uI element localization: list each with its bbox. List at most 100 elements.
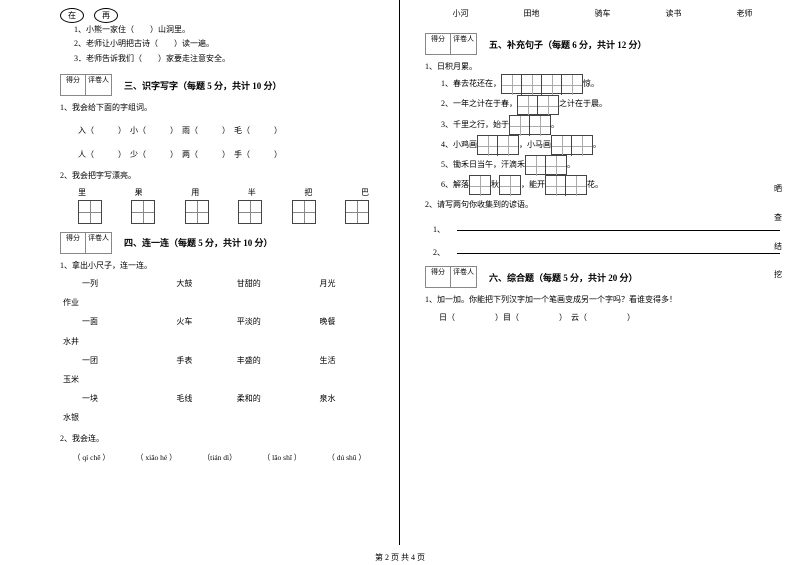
rc-0: 晒 bbox=[774, 175, 782, 204]
word-3: 读书 bbox=[666, 8, 682, 19]
score-box-5: 得分 评卷人 bbox=[425, 33, 477, 55]
q5-0: 1、日积月累。 bbox=[425, 59, 780, 74]
rc-2: 结 bbox=[774, 233, 782, 262]
q3-1-line-a: 入（ ） 小（ ） 雨（ ） 毛（ ） bbox=[60, 117, 379, 138]
tian-box[interactable] bbox=[78, 200, 102, 224]
pinyin-1: （ xiǎo hé ） bbox=[136, 452, 177, 463]
section3-title: 三、识字写字（每题 5 分，共计 10 分） bbox=[124, 73, 282, 92]
table-row: 水银 bbox=[62, 409, 377, 426]
section5-title: 五、补充句子（每题 6 分，共计 12 分） bbox=[489, 32, 647, 51]
grader-label: 评卷人 bbox=[451, 33, 477, 55]
fill-line: 4、小鸡画，小马画。 bbox=[425, 135, 780, 155]
table-row: 玉米 bbox=[62, 371, 377, 388]
q5-2: 2、请写两句你收集到的谚语。 bbox=[425, 197, 780, 212]
char-5: 巴 bbox=[361, 187, 369, 198]
char-1: 果 bbox=[135, 187, 143, 198]
page-footer: 第 2 页 共 4 页 bbox=[0, 552, 800, 563]
rc-3: 挖 bbox=[774, 261, 782, 290]
tian-group[interactable] bbox=[501, 74, 583, 94]
char-2: 用 bbox=[191, 187, 199, 198]
right-column: 小河 田地 骑车 读书 老师 得分 评卷人 五、补充句子（每题 6 分，共计 1… bbox=[400, 0, 800, 545]
line-label-1: 1、 bbox=[425, 224, 445, 235]
pinyin-2: （tián dì） bbox=[203, 452, 237, 463]
tian-box[interactable] bbox=[238, 200, 262, 224]
grader-label: 评卷人 bbox=[86, 74, 112, 96]
grader-label: 评卷人 bbox=[451, 266, 477, 288]
fill-line: 5、锄禾日当午，汗滴禾。 bbox=[425, 155, 780, 175]
fill-line: 2、一年之计在于春，之计在于晨。 bbox=[425, 94, 780, 114]
word-2: 骑车 bbox=[595, 8, 611, 19]
score-label: 得分 bbox=[425, 266, 451, 288]
fill-container: 1、春去花还在，惊。2、一年之计在于春，之计在于晨。3、千里之行，始于。4、小鸡… bbox=[425, 74, 780, 195]
grader-label: 评卷人 bbox=[86, 232, 112, 254]
pinyin-0: （ qí chē ） bbox=[73, 452, 110, 463]
tian-group[interactable] bbox=[551, 135, 593, 155]
tian-group[interactable] bbox=[469, 175, 491, 195]
sent-3: 3．老师告诉我们（ ）家要走注意安全。 bbox=[74, 52, 379, 66]
top-word-row: 小河 田地 骑车 读书 老师 bbox=[425, 8, 780, 25]
char-0: 里 bbox=[78, 187, 86, 198]
tian-box[interactable] bbox=[345, 200, 369, 224]
tian-group[interactable] bbox=[477, 135, 519, 155]
table-row: 一块 毛线 柔和的 泉水 bbox=[62, 390, 377, 407]
table-row: 一团 手表 丰盛的 生活 bbox=[62, 352, 377, 369]
q3-1: 1、我会给下面的字组词。 bbox=[60, 100, 379, 115]
q3-2: 2、我会把字写漂亮。 bbox=[60, 164, 379, 183]
section4-title: 四、连一连（每题 5 分，共计 10 分） bbox=[124, 230, 273, 249]
table-row: 一面 火车 平淡的 晚餐 bbox=[62, 313, 377, 330]
table-row: 作业 bbox=[62, 294, 377, 311]
lian-table: 一列 大鼓 甘甜的 月光 作业 一面 火车 平淡的 晚餐 水井 一团 手表 丰盛… bbox=[60, 273, 379, 429]
pinyin-row: （ qí chē ） （ xiǎo hé ） （tián dì） （ lǎo s… bbox=[60, 446, 379, 469]
tian-box[interactable] bbox=[292, 200, 316, 224]
right-edge-chars: 晒 查 结 挖 bbox=[774, 175, 782, 290]
sent-1: 1、小熊一家住（ ）山洞里。 bbox=[74, 23, 379, 37]
word-1: 田地 bbox=[524, 8, 540, 19]
line-label-2: 2、 bbox=[425, 247, 445, 258]
section3-header: 得分 评卷人 三、识字写字（每题 5 分，共计 10 分） bbox=[60, 66, 379, 98]
word-0: 小河 bbox=[453, 8, 469, 19]
tian-row bbox=[60, 200, 379, 224]
q6-1: 1、加一加。你能把下列汉字加一个笔画变成另一个字吗？看谁变得多！ bbox=[425, 292, 780, 307]
q4-1: 1、拿出小尺子，连一连。 bbox=[60, 258, 379, 273]
q4-2: 2、我会连。 bbox=[60, 431, 379, 446]
blank-line-1[interactable] bbox=[457, 216, 780, 231]
oval-row: 在 再 bbox=[60, 8, 379, 23]
tian-group[interactable] bbox=[499, 175, 521, 195]
fill-line: 1、春去花还在，惊。 bbox=[425, 74, 780, 94]
char-4: 把 bbox=[304, 187, 312, 198]
table-row: 一列 大鼓 甘甜的 月光 bbox=[62, 275, 377, 292]
rc-1: 查 bbox=[774, 204, 782, 233]
score-label: 得分 bbox=[60, 74, 86, 96]
section6-title: 六、综合题（每题 5 分，共计 20 分） bbox=[489, 265, 638, 284]
fill-line: 3、千里之行，始于。 bbox=[425, 115, 780, 135]
left-column: 在 再 1、小熊一家住（ ）山洞里。 2、老师让小明把古诗（ ）读一遍。 3．老… bbox=[0, 0, 400, 545]
oval-zai2: 再 bbox=[94, 8, 118, 23]
tian-box[interactable] bbox=[185, 200, 209, 224]
table-row: 水井 bbox=[62, 333, 377, 350]
tian-box[interactable] bbox=[131, 200, 155, 224]
sentences: 1、小熊一家住（ ）山洞里。 2、老师让小明把古诗（ ）读一遍。 3．老师告诉我… bbox=[60, 23, 379, 66]
score-box-4: 得分 评卷人 bbox=[60, 232, 112, 254]
word-4: 老师 bbox=[737, 8, 753, 19]
char-row: 里 果 用 半 把 巴 bbox=[60, 183, 379, 200]
tian-group[interactable] bbox=[517, 95, 559, 115]
section4-header: 得分 评卷人 四、连一连（每题 5 分，共计 10 分） bbox=[60, 224, 379, 256]
section6-header: 得分 评卷人 六、综合题（每题 5 分，共计 20 分） bbox=[425, 258, 780, 290]
oval-zai1: 在 bbox=[60, 8, 84, 23]
tian-group[interactable] bbox=[509, 115, 551, 135]
blank-line-2[interactable] bbox=[457, 239, 780, 254]
score-box-6: 得分 评卷人 bbox=[425, 266, 477, 288]
pinyin-3: （ lǎo shī ） bbox=[263, 452, 302, 463]
fill-line: 6、解落秋，能开花。 bbox=[425, 175, 780, 195]
score-box-3: 得分 评卷人 bbox=[60, 74, 112, 96]
tian-group[interactable] bbox=[545, 175, 587, 195]
score-label: 得分 bbox=[60, 232, 86, 254]
sent-2: 2、老师让小明把古诗（ ）读一遍。 bbox=[74, 37, 379, 51]
pinyin-4: （ dú shū ） bbox=[327, 452, 366, 463]
tian-group[interactable] bbox=[525, 155, 567, 175]
char-3: 半 bbox=[248, 187, 256, 198]
section5-header: 得分 评卷人 五、补充句子（每题 6 分，共计 12 分） bbox=[425, 25, 780, 57]
score-label: 得分 bbox=[425, 33, 451, 55]
q3-1-line-b: 人（ ） 少（ ） 两（ ） 手（ ） bbox=[60, 141, 379, 162]
q6-line: 日（ ）目（ ） 云（ ） bbox=[425, 310, 780, 325]
